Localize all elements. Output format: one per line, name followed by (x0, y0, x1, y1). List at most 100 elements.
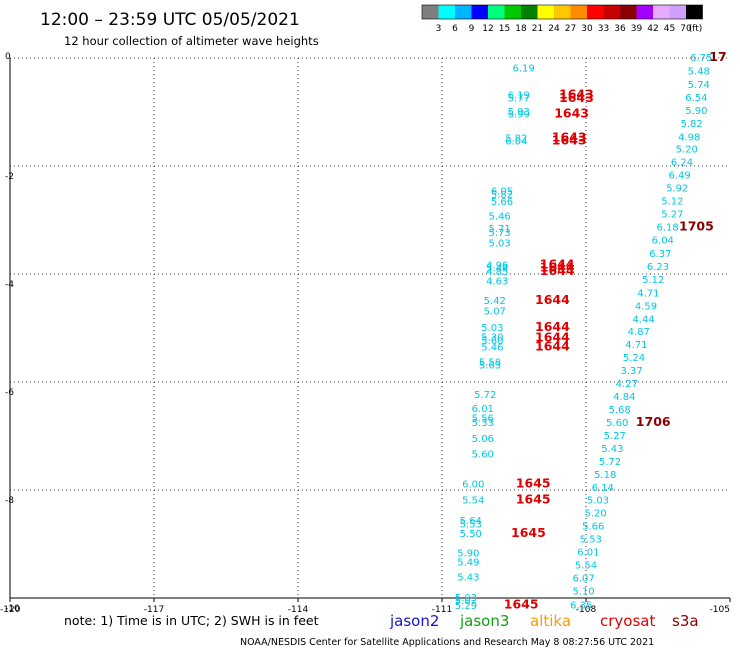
color-scale-label: 15 (499, 24, 510, 34)
data-points: 6.196.195.775.935.995.826.046.055.825.66… (455, 49, 727, 612)
color-swatch (537, 5, 554, 19)
swh-value-label: 5.77 (508, 93, 530, 104)
swh-value-label: 5.49 (457, 557, 479, 568)
swh-value-label: 6.75 (690, 53, 712, 64)
x-tick-label: -111 (432, 605, 452, 615)
swh-value-label: 5.82 (491, 190, 513, 201)
chart-title: 12:00 – 23:59 UTC 05/05/2021 (40, 10, 300, 30)
time-label: 1643 (552, 133, 587, 148)
x-tick-label: -117 (144, 605, 164, 615)
swh-value-label: 5.33 (472, 418, 494, 429)
time-label: 1644 (540, 256, 575, 271)
color-swatch (554, 5, 571, 19)
swh-value-label: 3.37 (620, 366, 642, 377)
swh-value-label: 5.44 (486, 264, 508, 275)
satellite-name-jason2: jason2 (389, 612, 439, 630)
time-label: 1705 (679, 218, 714, 233)
swh-value-label: 5.48 (688, 66, 710, 77)
time-label: 1643 (554, 106, 589, 121)
swh-value-label: 5.54 (462, 496, 484, 507)
swh-value-label: 5.30 (481, 333, 503, 344)
y-tick-label: -2 (5, 172, 14, 182)
swh-value-label: 5.58 (479, 357, 501, 368)
swh-value-label: 5.92 (666, 184, 688, 195)
swh-value-label: 5.66 (491, 197, 513, 208)
satellite-name-jason3: jason3 (459, 612, 509, 630)
color-swatch (603, 5, 620, 19)
swh-value-label: 5.12 (661, 197, 683, 208)
swh-value-label: 5.27 (604, 431, 626, 442)
time-label: 1643 (559, 87, 594, 102)
color-swatch (504, 5, 521, 19)
color-swatch (438, 5, 455, 19)
swh-value-label: 6.04 (505, 137, 527, 148)
swh-value-label: 5.50 (460, 529, 482, 540)
color-swatch (686, 5, 703, 19)
y-tick-label: -4 (5, 280, 14, 290)
time-label: 1644 (540, 263, 575, 278)
time-label: 1644 (535, 330, 570, 345)
color-scale-label: 21 (532, 24, 543, 34)
satellite-legend: jason2 jason3 altika cryosat s3a (389, 612, 699, 630)
swh-value-label: 6.01 (472, 404, 494, 415)
y-tick-label: -8 (5, 496, 14, 506)
color-scale-label: 12 (482, 24, 493, 34)
time-label: 1643 (559, 90, 594, 105)
swh-value-label: 5.99 (508, 110, 530, 121)
swh-value-label: 5.03 (455, 593, 477, 604)
color-swatch (471, 5, 488, 19)
swh-value-label: 5.20 (676, 145, 698, 156)
swh-value-label: 4.87 (628, 327, 650, 338)
swh-value-label: 6.54 (685, 93, 707, 104)
color-swatch (636, 5, 653, 19)
color-scale-unit: (ft) (689, 24, 703, 34)
swh-value-label: 5.53 (580, 535, 602, 546)
swh-value-label: 5.73 (488, 228, 510, 239)
swh-value-label: 5.90 (685, 106, 707, 117)
swh-value-label: 4.85 (486, 267, 508, 278)
swh-value-label: 4.71 (637, 288, 659, 299)
color-swatch (488, 5, 505, 19)
swh-value-label: 6.04 (652, 235, 674, 246)
swh-value-label: 5.07 (484, 307, 506, 318)
color-scale-label: 33 (598, 24, 609, 34)
swh-value-label: 5.56 (472, 414, 494, 425)
swh-value-label: 5.10 (572, 586, 594, 597)
swh-value-label: 5.24 (623, 353, 645, 364)
x-tick-label: -114 (288, 605, 309, 615)
satellite-name-altika: altika (530, 612, 571, 630)
swh-value-label: 4.27 (616, 379, 638, 390)
time-label: 1644 (535, 319, 570, 334)
swh-value-label: 5.46 (481, 342, 503, 353)
chart-subtitle: 12 hour collection of altimeter wave hei… (64, 34, 319, 48)
swh-value-label: 4.71 (625, 340, 647, 351)
swh-value-label: 6.05 (491, 186, 513, 197)
swh-value-label: 5.90 (457, 549, 479, 560)
time-label: 1706 (636, 414, 671, 429)
swh-value-label: 5.03 (481, 323, 503, 334)
time-label: 1643 (552, 129, 587, 144)
color-scale-label: 45 (664, 24, 675, 34)
color-scale-border (421, 4, 703, 20)
x-tick-label: -120 (0, 605, 21, 615)
y-tick-label: 0 (5, 52, 11, 62)
swh-value-label: 5.66 (582, 522, 604, 533)
color-scale-label: 42 (647, 24, 658, 34)
time-label: 17 (709, 49, 726, 64)
swh-value-label: 6.07 (572, 573, 594, 584)
swh-value-label: 6.49 (668, 171, 690, 182)
swh-value-label: 5.43 (457, 572, 479, 583)
swh-value-label: 5.72 (599, 457, 621, 468)
swh-value-label: 5.03 (488, 239, 510, 250)
units-note: note: 1) Time is in UTC; 2) SWH is in fe… (64, 613, 319, 628)
swh-value-label: 5.60 (481, 336, 503, 347)
color-scale-label: 3 (436, 24, 442, 34)
swh-value-label: 4.96 (486, 260, 508, 271)
color-swatch (669, 5, 686, 19)
swh-value-label: 5.18 (594, 470, 616, 481)
swh-value-label: 5.60 (472, 449, 494, 460)
swh-value-label: 5.46 (488, 212, 510, 223)
color-swatch (422, 5, 439, 19)
swh-value-label: 5.53 (460, 519, 482, 530)
